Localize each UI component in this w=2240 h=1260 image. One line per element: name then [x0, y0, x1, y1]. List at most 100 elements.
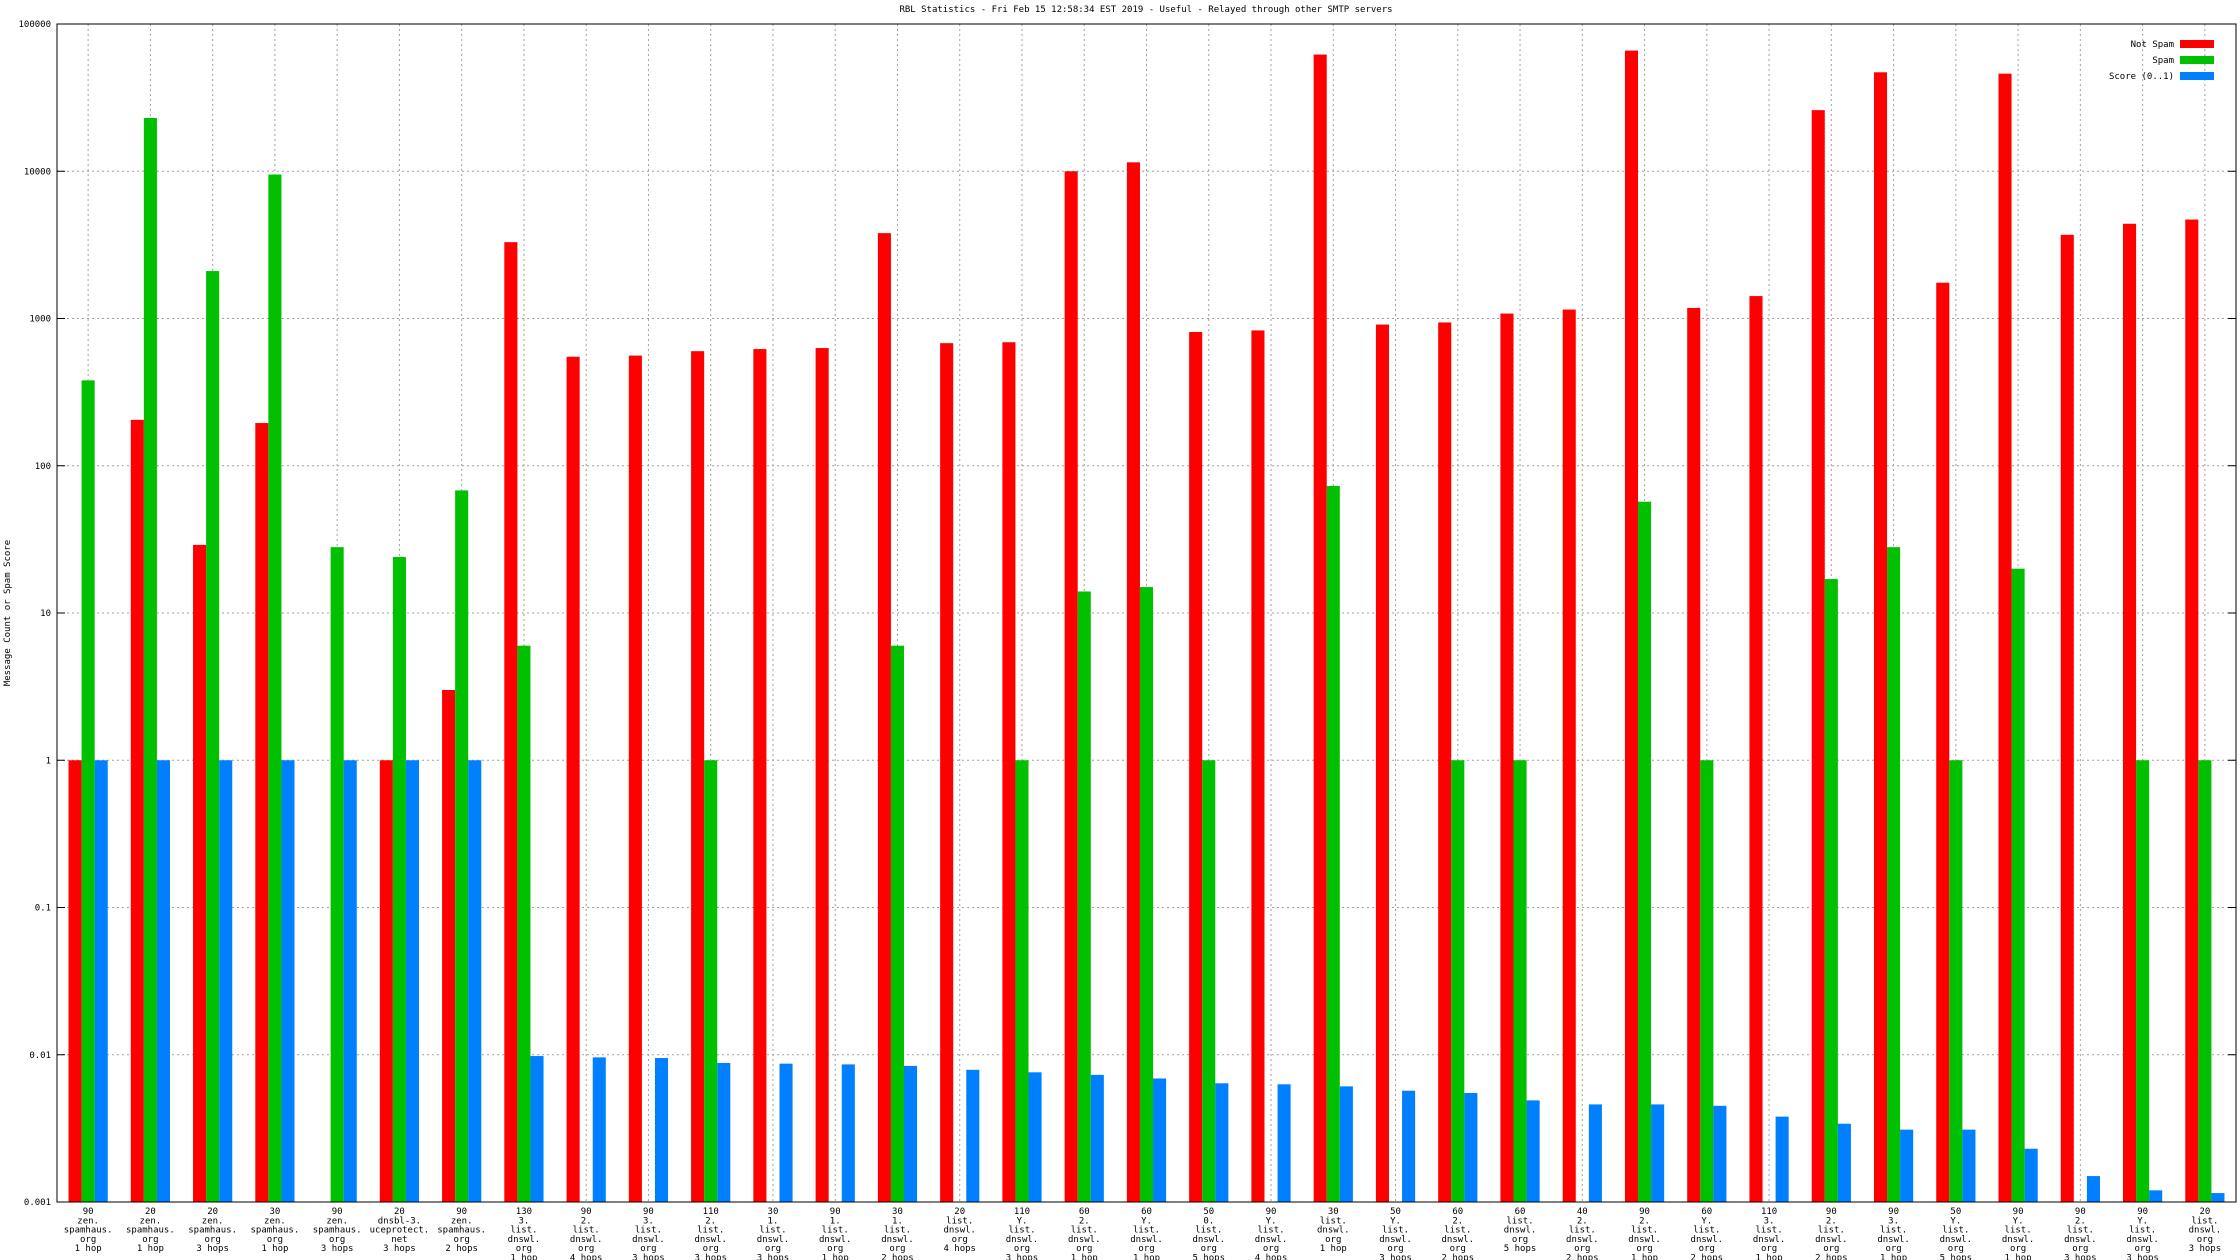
bar — [1588, 1104, 1602, 1202]
bar — [455, 490, 469, 1202]
bar — [1326, 485, 1340, 1202]
x-tick-label-line: 3 hops — [383, 1244, 416, 1254]
x-tick-label-line: dnswl. — [1877, 1235, 1910, 1245]
x-tick-label: 30 1. list. dnswl. org 3 hops — [757, 1207, 790, 1260]
legend-label: Spam — [2152, 56, 2174, 66]
x-tick-label-line: spamhaus. — [313, 1226, 362, 1236]
bar — [1251, 330, 1265, 1202]
x-tick-label: 90 3. list. dnswl. org 1 hop — [1877, 1207, 1910, 1260]
bar — [904, 1065, 918, 1202]
x-tick-label-line: org — [1450, 1244, 1466, 1254]
x-tick-label-line: 1. — [892, 1216, 903, 1226]
bar — [1811, 110, 1825, 1203]
x-tick-label-line: 3 hops — [757, 1254, 790, 1260]
x-tick-label-line: dnswl. — [694, 1235, 727, 1245]
bar — [566, 356, 580, 1203]
bar — [1638, 501, 1652, 1203]
bar — [890, 645, 905, 1202]
bar — [1015, 760, 1029, 1202]
x-tick-label-line: list. — [759, 1226, 786, 1236]
y-tick-label: 1000 — [29, 315, 51, 325]
x-tick-label-line: dnswl. — [2126, 1235, 2159, 1245]
x-tick-label-line: 3. — [1888, 1216, 1899, 1226]
x-tick-label-line: 2. — [1639, 1216, 1650, 1226]
x-tick-label-line: spamhaus. — [188, 1226, 237, 1236]
x-tick-label-line: list. — [884, 1226, 911, 1236]
x-tick-label-line: list. — [697, 1226, 724, 1236]
x-tick-label-line: dnswl. — [570, 1235, 603, 1245]
bar — [691, 351, 705, 1202]
x-tick-label-line: spamhaus. — [126, 1226, 175, 1236]
bar — [2185, 219, 2199, 1203]
bar — [704, 760, 718, 1202]
x-tick-label-line: 2 hops — [1691, 1254, 1724, 1260]
x-tick-label-line: 60 — [1452, 1207, 1463, 1217]
bar — [219, 760, 233, 1202]
x-tick-label-line: list. — [1257, 1226, 1284, 1236]
x-tick-label-line: list. — [946, 1216, 973, 1226]
x-tick-label-line: dnswl. — [1753, 1235, 1786, 1245]
x-tick-label-line: org — [2134, 1244, 2150, 1254]
x-tick-label-line: 1. — [768, 1216, 779, 1226]
x-tick-label-line: list. — [1631, 1226, 1658, 1236]
x-tick-label-line: 1 hop — [510, 1254, 537, 1260]
x-tick-label: 30 list. dnswl. org 1 hop — [1317, 1207, 1350, 1254]
bar — [1749, 296, 1763, 1202]
bar — [1464, 1092, 1478, 1202]
plot-frame — [56, 23, 2237, 1203]
bar — [753, 349, 767, 1202]
x-tick-label: 40 2. list. dnswl. org 2 hops — [1566, 1207, 1599, 1260]
x-tick-label-line: 5 hops — [1192, 1254, 1225, 1260]
x-tick-label-line: dnswl. — [2189, 1226, 2222, 1236]
x-tick-label-line: Y. — [1266, 1216, 1277, 1226]
x-tick-label: 60 Y. list. dnswl. org 1 hop — [1130, 1207, 1163, 1260]
x-tick-label-line: list. — [2067, 1226, 2094, 1236]
x-tick-label-line: 20 — [145, 1207, 156, 1217]
bar — [2149, 1190, 2163, 1202]
x-tick-label-line: zen. — [140, 1216, 162, 1226]
y-tick-label: 1 — [46, 756, 51, 766]
y-tick-label: 0.1 — [35, 904, 51, 914]
x-tick-label-line: org — [1076, 1244, 1092, 1254]
x-tick-label-line: 90 — [2137, 1207, 2148, 1217]
x-tick-label-line: org — [1574, 1244, 1590, 1254]
x-tick-label-line: Y. — [1701, 1216, 1712, 1226]
x-tick-label-line: 2. — [1452, 1216, 1463, 1226]
x-tick-label-line: 40 — [1577, 1207, 1588, 1217]
legend-swatch — [2180, 56, 2214, 64]
x-tick-label-line: dnswl. — [943, 1226, 976, 1236]
x-tick-label: 60 2. list. dnswl. org 2 hops — [1442, 1207, 1475, 1260]
x-tick-label-line: list. — [1506, 1216, 1533, 1226]
x-tick-label-line: dnswl. — [1940, 1235, 1973, 1245]
bar — [530, 1056, 544, 1202]
bar — [281, 760, 295, 1202]
bar — [2123, 223, 2137, 1202]
x-tick-label-line: org — [329, 1235, 345, 1245]
x-tick-label-line: 1. — [830, 1216, 841, 1226]
bar — [592, 1057, 606, 1202]
x-tick-label-line: dnswl. — [508, 1235, 541, 1245]
x-tick-label-line: org — [765, 1244, 781, 1254]
x-tick-label-line: 2 hops — [445, 1244, 478, 1254]
x-tick-label: 90 2. list. dnswl. org 4 hops — [570, 1207, 603, 1260]
x-tick-label-line: 2. — [1826, 1216, 1837, 1226]
x-tick-label-line: org — [889, 1244, 905, 1254]
x-tick-label-line: org — [1014, 1244, 1030, 1254]
bar — [1438, 322, 1452, 1202]
x-tick-label-line: list. — [1382, 1226, 1409, 1236]
y-tick-label: 0.001 — [24, 1198, 51, 1208]
bar — [1500, 313, 1514, 1202]
x-tick-label-line: dnswl. — [819, 1235, 852, 1245]
bar — [1339, 1086, 1353, 1202]
bar — [1998, 73, 2012, 1202]
bar — [1153, 1078, 1167, 1202]
bar — [1139, 587, 1154, 1202]
x-tick-label-line: org — [1885, 1244, 1901, 1254]
x-tick-label-line: 60 — [1701, 1207, 1712, 1217]
x-tick-label: 30 zen. spamhaus. org 1 hop — [251, 1207, 300, 1254]
x-tick-label-line: 1 hop — [1320, 1244, 1347, 1254]
bar — [1077, 591, 1091, 1202]
bar — [1651, 1104, 1665, 1202]
x-tick-label-line: 2 hops — [881, 1254, 914, 1260]
x-tick-label-line: dnswl. — [1691, 1235, 1724, 1245]
